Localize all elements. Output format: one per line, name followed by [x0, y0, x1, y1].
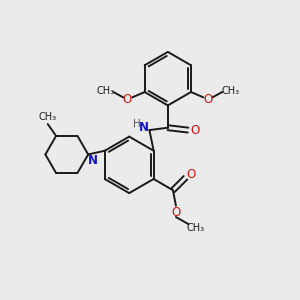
Text: O: O	[171, 206, 181, 219]
Text: CH₃: CH₃	[221, 85, 239, 96]
Text: O: O	[190, 124, 199, 136]
Text: O: O	[204, 93, 213, 106]
Text: N: N	[88, 154, 98, 167]
Text: O: O	[123, 93, 132, 106]
Text: CH₃: CH₃	[97, 85, 115, 96]
Text: N: N	[139, 121, 149, 134]
Text: H: H	[133, 118, 141, 128]
Text: O: O	[187, 168, 196, 181]
Text: CH₃: CH₃	[38, 112, 56, 122]
Text: CH₃: CH₃	[186, 223, 204, 233]
